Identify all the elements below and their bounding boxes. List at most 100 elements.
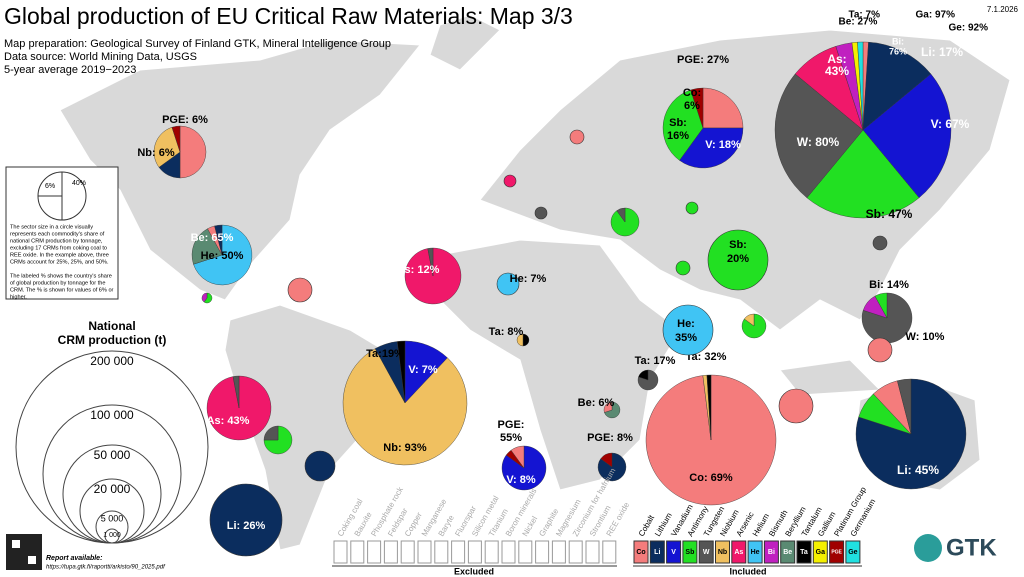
subtitle: Data source: World Mining Data, USGS	[4, 51, 197, 63]
size-label: 100 000	[90, 408, 134, 422]
size-label: 200 000	[90, 354, 134, 368]
included-code: Sb	[685, 549, 694, 556]
pie-slice	[263, 425, 279, 441]
excluded-box	[434, 540, 449, 564]
pie-label: 55%	[500, 432, 522, 444]
qr-code	[28, 556, 36, 564]
included-code: W	[703, 549, 710, 556]
included-code: Ga	[816, 549, 825, 556]
excluded-box	[367, 540, 382, 564]
pie-label: Be: 27%	[839, 17, 878, 28]
pie-label: Bi:	[892, 36, 904, 46]
pie-slice	[496, 272, 520, 296]
included-box	[780, 540, 796, 564]
explainer-line: excluding 17 CRMs from coking coal to	[10, 245, 107, 251]
pie-label: Li: 26%	[227, 520, 266, 532]
inset-label: 40%	[72, 180, 86, 187]
pie-label: Ta: 17%	[635, 355, 676, 367]
pie-slice	[503, 174, 517, 188]
pie-label: 20%	[727, 253, 749, 265]
pie-slice	[690, 87, 704, 129]
pie-slice	[171, 125, 181, 153]
pie-label: As: 12%	[397, 264, 440, 276]
qr-code	[12, 540, 20, 548]
pie-label: Ta: 7%	[849, 10, 881, 21]
pie-label: PGE: 8%	[587, 432, 633, 444]
explainer: 6% 40% The sector size in a circle visua…	[5, 166, 119, 300]
pie-slice	[685, 201, 699, 215]
included-box	[666, 540, 682, 564]
excluded-box	[400, 540, 415, 564]
pie-slice	[263, 425, 293, 455]
size-label: 50 000	[94, 448, 131, 462]
pie-slice	[707, 229, 769, 291]
pie-slice	[191, 228, 223, 265]
size-label: 5 000	[101, 513, 124, 523]
pie-label: Nb: 93%	[383, 442, 427, 454]
included-code: He	[751, 549, 760, 556]
size-label: 20 000	[94, 482, 131, 496]
pie-label: V: 8%	[506, 474, 536, 486]
logo-mark	[914, 534, 942, 562]
pie-slice	[193, 224, 253, 286]
pie-slice	[616, 207, 626, 223]
pie-layer: PGE: 6% Nb: 6% Be: 65% He: 50% Ta:19% V: 7% Nb…	[137, 10, 989, 557]
pie-label: Co: 69%	[689, 472, 733, 484]
pie-slice	[778, 388, 814, 424]
pie-slice	[153, 127, 181, 168]
report: Report available: https://tupa.gtk.fi/ra…	[6, 534, 166, 571]
explainer-line: CRM. The % is shown for values of 6% or	[10, 287, 114, 293]
pie-slice	[203, 292, 213, 304]
excluded-box	[350, 540, 365, 564]
pie-slice	[874, 292, 888, 319]
pie-slice	[706, 374, 712, 441]
pie-label: 35%	[675, 332, 697, 344]
pie-slice	[510, 445, 525, 469]
included-box	[747, 540, 763, 564]
excluded-box	[467, 540, 482, 564]
pie-slice	[603, 401, 613, 413]
pie-slice	[209, 483, 283, 557]
pie-slice	[861, 292, 913, 344]
pie-slice	[179, 125, 207, 179]
logo-text: GTK	[946, 534, 997, 561]
pie-label: He:	[677, 318, 695, 330]
pie-slice	[638, 369, 649, 381]
included-code: Co	[636, 549, 645, 556]
explainer-line: The labeled % shows the country's share	[10, 273, 112, 279]
pie-slice	[662, 304, 714, 356]
excluded-box	[383, 540, 398, 564]
included-box	[845, 540, 861, 564]
pie-slice	[522, 333, 530, 347]
pie-slice	[744, 313, 755, 327]
pie-label: Ge: 92%	[949, 23, 989, 34]
excluded-box	[602, 540, 617, 564]
subtitle: Map preparation: Geological Survey of Fi…	[4, 38, 391, 50]
pie-label: 43%	[825, 64, 849, 78]
pie-slice	[679, 127, 744, 169]
pie-label: 6%	[684, 100, 700, 112]
pie-label: As:	[827, 52, 846, 66]
included-box	[649, 540, 665, 564]
logo: GTK	[914, 534, 997, 562]
pie-label: W: 10%	[906, 331, 945, 343]
excluded-box	[333, 540, 348, 564]
title: Global production of EU Critical Raw Mat…	[4, 3, 573, 29]
included-box	[763, 540, 779, 564]
pie-slice	[232, 375, 240, 409]
size-label: 1 000	[103, 532, 121, 539]
included-box	[682, 540, 698, 564]
explainer-line: The sector size in a circle visually	[10, 224, 93, 230]
pie-slice	[214, 224, 223, 256]
pie-label: V: 18%	[705, 139, 741, 151]
included-code: Bi	[768, 549, 775, 556]
pie-slice	[600, 452, 613, 468]
explainer-line: higher.	[10, 294, 27, 300]
excluded-box	[551, 540, 566, 564]
included-code: Be	[783, 549, 792, 556]
inset-label: 6%	[45, 183, 55, 190]
pie-label: Ta:19%	[366, 348, 404, 360]
pie-label: He: 50%	[201, 250, 244, 262]
pie-label: PGE:	[498, 419, 525, 431]
excluded-box	[518, 540, 533, 564]
